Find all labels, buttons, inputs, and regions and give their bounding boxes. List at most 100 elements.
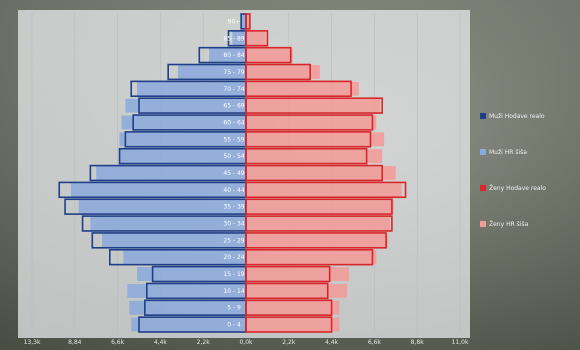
- legend: Muži Hodave realo Muži HR šiša Ženy Hoda…: [480, 108, 576, 252]
- bar-outline: [245, 13, 251, 30]
- bar: [232, 31, 246, 46]
- bar: [246, 300, 340, 315]
- bar-outline: [245, 97, 383, 114]
- age-group-label: 10 - 14: [223, 288, 244, 295]
- bar-outline: [245, 265, 331, 283]
- bar: [246, 216, 390, 231]
- x-tick-label: 2,2k: [282, 339, 296, 346]
- bar: [246, 250, 377, 265]
- bar: [177, 65, 246, 79]
- age-labels: 0 - 4 5 - 9 10 - 14 15 - 19 20 - 24 25 - 29 30…: [223, 18, 244, 328]
- age-group-label: 40 - 44: [223, 187, 244, 194]
- bar-outline: [245, 46, 292, 64]
- bar: [137, 81, 246, 96]
- age-group-label: 65 - 69: [223, 103, 244, 110]
- age-group-label: 90+: [228, 18, 241, 25]
- x-tick-label: 13,3k: [24, 339, 41, 346]
- bar: [119, 149, 246, 164]
- bar: [96, 166, 246, 180]
- bar: [70, 182, 246, 197]
- x-tick-label: 11,0k: [452, 339, 469, 346]
- legend-label: Ženy HR šiša: [489, 220, 529, 228]
- age-group-label: 75 - 79: [223, 69, 244, 76]
- bar: [129, 300, 246, 315]
- x-tick-label: 4,4k: [325, 339, 339, 346]
- x-tick-label: 2,2k: [197, 339, 211, 346]
- age-group-label: 85 - 89: [223, 35, 244, 42]
- bar: [209, 48, 246, 63]
- bar: [246, 233, 389, 248]
- bar-outline: [245, 215, 393, 232]
- legend-label: Ženy Hodave realo: [489, 184, 546, 192]
- bar: [121, 115, 246, 130]
- bar: [246, 48, 293, 63]
- bar-outline: [245, 248, 374, 266]
- bars: [58, 13, 407, 333]
- age-group-label: 55 - 59: [223, 136, 244, 143]
- age-group-label: 80 - 84: [223, 52, 244, 59]
- x-tick-label: 8,84: [68, 339, 82, 346]
- bar-outline: [245, 232, 387, 249]
- legend-item: Muži HR šiša: [480, 144, 576, 160]
- bar-outline: [245, 80, 352, 98]
- legend-item: Muži Hodave realo: [480, 108, 576, 124]
- bar-outline: [245, 198, 393, 215]
- legend-label: Muži HR šiša: [489, 148, 527, 156]
- x-tick-label: 4,4k: [154, 339, 168, 346]
- bar-outline: [245, 131, 372, 148]
- bar: [90, 216, 246, 231]
- bar: [131, 317, 246, 332]
- bar: [102, 233, 246, 248]
- legend-item: Ženy Hodave realo: [480, 180, 576, 196]
- bar-outline: [245, 147, 368, 165]
- bar: [137, 267, 246, 281]
- age-group-label: 15 - 19: [223, 271, 244, 278]
- bar: [78, 199, 246, 214]
- age-group-label: 30 - 34: [223, 221, 244, 228]
- bar: [246, 182, 402, 197]
- x-tick-label: 6,6k: [111, 339, 125, 346]
- bar-outline: [245, 181, 407, 199]
- bar: [246, 81, 359, 96]
- bar: [246, 132, 385, 147]
- bar: [241, 14, 246, 29]
- x-tick-label: 6,6k: [368, 339, 382, 346]
- legend-item: Ženy HR šiša: [480, 216, 576, 232]
- legend-swatch: [480, 149, 486, 155]
- x-tick-label: 0,0k: [239, 339, 253, 346]
- bar: [125, 98, 246, 113]
- bar: [246, 98, 381, 113]
- bar: [246, 14, 250, 29]
- bar: [246, 199, 394, 214]
- legend-swatch: [480, 113, 486, 119]
- x-axis: 13,3k 8,84 6,6k 4,4k 2,2k 0,0k 2,2k 4,4k 6,6k 8,8…: [24, 339, 469, 346]
- age-group-label: 25 - 29: [223, 237, 244, 244]
- bar: [246, 115, 377, 130]
- age-group-label: 45 - 49: [223, 170, 244, 177]
- age-group-label: 35 - 39: [223, 204, 244, 211]
- age-group-label: 50 - 54: [223, 153, 244, 160]
- age-group-label: 0 - 4: [227, 322, 241, 329]
- legend-label: Muži Hodave realo: [489, 112, 545, 120]
- bar: [119, 132, 246, 147]
- bar-outline: [245, 164, 383, 182]
- bar-outline: [245, 114, 374, 131]
- bar: [123, 250, 246, 265]
- bar-outline: [245, 30, 269, 47]
- bar: [127, 283, 246, 298]
- bar: [246, 149, 383, 164]
- bar-outline: [245, 316, 333, 333]
- x-tick-label: 8,8k: [411, 339, 425, 346]
- bar: [246, 317, 340, 332]
- bar: [246, 65, 320, 79]
- age-group-label: 20 - 24: [223, 254, 244, 261]
- bar: [246, 283, 348, 298]
- bar: [246, 267, 350, 281]
- age-group-label: 5 - 9: [227, 305, 241, 312]
- bar-outline: [245, 282, 329, 300]
- bar-outline: [245, 299, 333, 316]
- legend-swatch: [480, 185, 486, 191]
- bar: [246, 166, 396, 180]
- age-group-label: 70 - 74: [223, 86, 244, 93]
